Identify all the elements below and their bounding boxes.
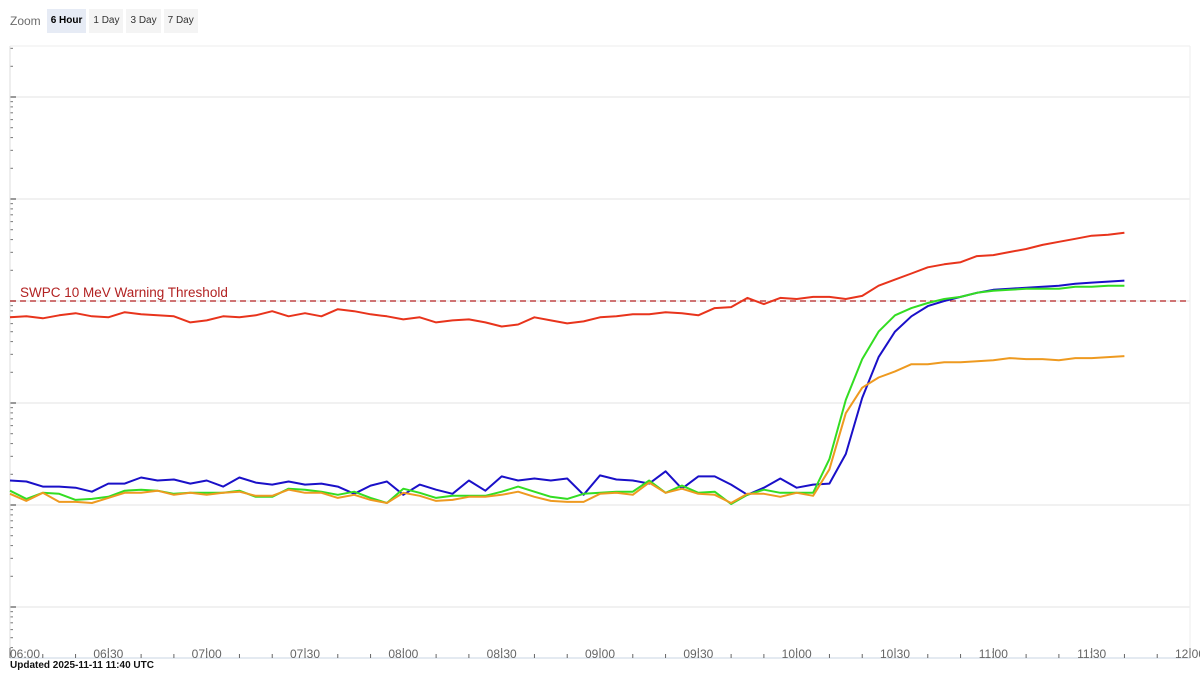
- zoom-bar: Zoom 6 Hour 1 Day 3 Day 7 Day: [10, 8, 198, 34]
- x-tick-label: 08:30: [487, 647, 517, 661]
- x-tick-label: 07:00: [192, 647, 222, 661]
- series-lines: [9, 231, 1125, 505]
- x-tick-label: 11:30: [1077, 647, 1106, 661]
- series-line-4: [9, 355, 1125, 504]
- x-tick-label: 06:30: [93, 647, 123, 661]
- zoom-3-day-button[interactable]: 3 Day: [126, 9, 161, 33]
- x-tick-label: 08:00: [388, 647, 418, 661]
- series-line-2: [9, 279, 1125, 496]
- x-tick-label: 10:00: [782, 647, 812, 661]
- x-tick-label: 11:00: [979, 647, 1008, 661]
- x-tick-label: 06:00: [10, 647, 40, 661]
- zoom-label: Zoom: [10, 14, 41, 28]
- x-tick-label: 09:00: [585, 647, 615, 661]
- threshold-label: SWPC 10 MeV Warning Threshold: [20, 285, 228, 300]
- zoom-7-day-button[interactable]: 7 Day: [163, 9, 198, 33]
- x-tick-label: 10:30: [880, 647, 910, 661]
- series-line-1: [9, 231, 1125, 328]
- zoom-1-day-button[interactable]: 1 Day: [89, 9, 124, 33]
- x-tick-label: 07:30: [290, 647, 320, 661]
- x-axis: 06:00 06:30 07:00 07:30 08:00 08:30 09:00 09:30…: [9, 647, 1200, 661]
- threshold: SWPC 10 MeV Warning Threshold: [10, 285, 1190, 302]
- grid-lines: [9, 45, 1191, 658]
- x-tick-label: 12:00: [1175, 647, 1200, 661]
- updated-timestamp: Updated 2025-11-11 11:40 UTC: [10, 660, 154, 671]
- zoom-6-hour-button[interactable]: 6 Hour: [46, 9, 87, 33]
- x-tick-label: 09:30: [683, 647, 713, 661]
